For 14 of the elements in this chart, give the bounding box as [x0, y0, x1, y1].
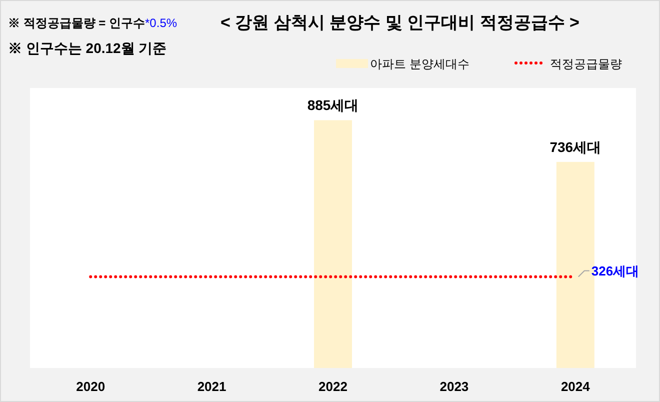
x-tick-label: 2021 — [197, 379, 226, 394]
x-tick-label: 2023 — [440, 379, 469, 394]
data-label: 885세대 — [307, 97, 359, 114]
text: ※ 인구수는 20.12월 기준 — [8, 40, 167, 56]
chart-title: < 강원 삼척시 분양수 및 인구대비 적정공급수 > — [220, 13, 580, 32]
legend-label: 적정공급물량 — [550, 57, 622, 71]
x-tick-label: 2022 — [318, 379, 348, 394]
x-tick-label: 2020 — [76, 379, 106, 394]
data-label: 326세대 — [591, 264, 640, 279]
x-tick-label: 2024 — [560, 379, 591, 394]
data-label: 736세대 — [550, 138, 602, 155]
text: ※ 적정공급물량 = 인구수 — [8, 16, 146, 30]
text: *0.5% — [145, 16, 178, 30]
legend-label: 아파트 분양세대수 — [370, 57, 470, 71]
